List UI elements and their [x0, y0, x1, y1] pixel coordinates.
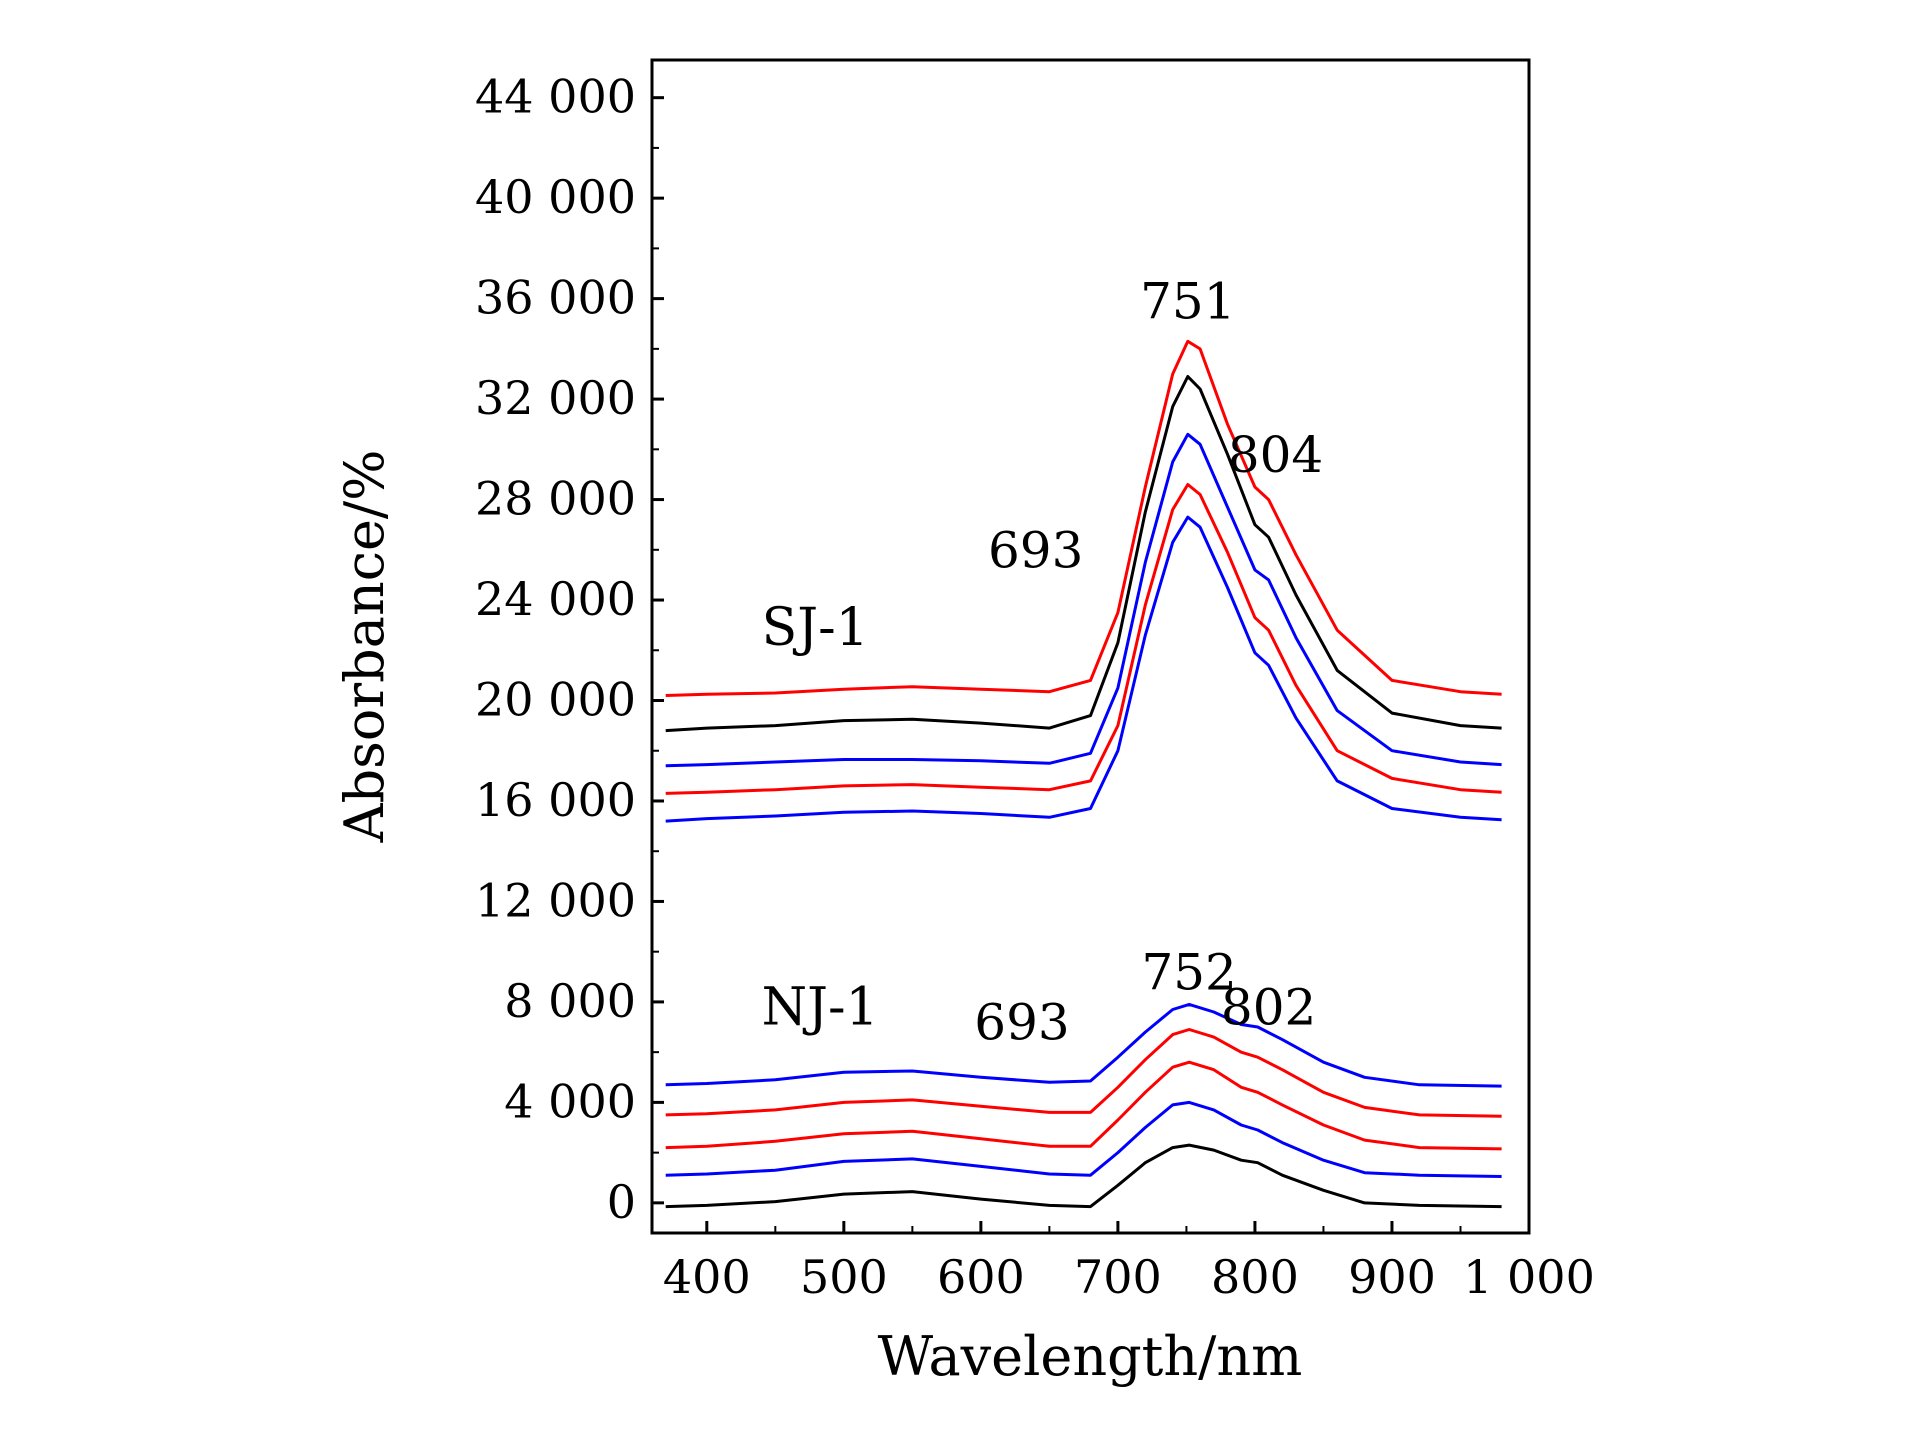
y-tick-label: 36 000: [475, 271, 636, 325]
spectrum-line-1: [665, 339, 1502, 697]
x-tick-label: 700: [1074, 1250, 1162, 1304]
y-tick-label: 20 000: [475, 673, 636, 727]
spectrum-line-10: [665, 1143, 1502, 1209]
sample-group-label: SJ-1: [762, 598, 869, 658]
axis-ticks: [652, 96, 1531, 1233]
spectrum-line-3: [665, 432, 1502, 768]
peak-wavelength-label: 802: [1221, 979, 1316, 1037]
y-tick-label: 28 000: [475, 472, 636, 526]
x-axis-label: Wavelength/nm: [878, 1325, 1303, 1388]
x-tick-label: 1 000: [1463, 1250, 1595, 1304]
y-tick-label: 8 000: [504, 974, 636, 1028]
peak-wavelength-label: 751: [1140, 273, 1235, 331]
y-tick-label: 12 000: [475, 873, 636, 927]
axis-tick-labels: 0 4 000 8 000 12 000 16 000 20 000 24 000 28 00…: [475, 70, 1595, 1304]
spectrum-line-2: [665, 375, 1502, 733]
peak-wavelength-label: 693: [974, 994, 1069, 1052]
x-tick-label: 600: [937, 1250, 1025, 1304]
x-tick-label: 800: [1211, 1250, 1299, 1304]
sample-group-label: NJ-1: [762, 978, 879, 1038]
y-tick-label: 24 000: [475, 572, 636, 626]
spectrum-line-7: [665, 1028, 1502, 1118]
peak-wavelength-label: 804: [1228, 426, 1323, 484]
plot-frame: [650, 58, 1531, 1235]
x-tick-label: 400: [663, 1250, 751, 1304]
y-axis-label: Absorbance/%: [333, 450, 396, 844]
x-tick-label: 900: [1348, 1250, 1436, 1304]
y-tick-label: 4 000: [504, 1074, 636, 1128]
peak-wavelength-label: 752: [1141, 943, 1236, 1001]
spectrum-line-4: [665, 483, 1502, 795]
series-layer: [665, 339, 1502, 1209]
peak-wavelength-label: 693: [988, 521, 1083, 579]
y-tick-label: 16 000: [475, 773, 636, 827]
spectrum-line-6: [665, 1002, 1502, 1088]
y-tick-label: 32 000: [475, 371, 636, 425]
spectrum-line-9: [665, 1100, 1502, 1178]
spectrum-line-8: [665, 1060, 1502, 1151]
x-tick-label: 500: [800, 1250, 888, 1304]
y-tick-label: 44 000: [475, 70, 636, 124]
y-tick-label: 40 000: [475, 170, 636, 224]
spectrum-line-5: [665, 515, 1502, 823]
y-tick-label: 0: [607, 1175, 636, 1229]
